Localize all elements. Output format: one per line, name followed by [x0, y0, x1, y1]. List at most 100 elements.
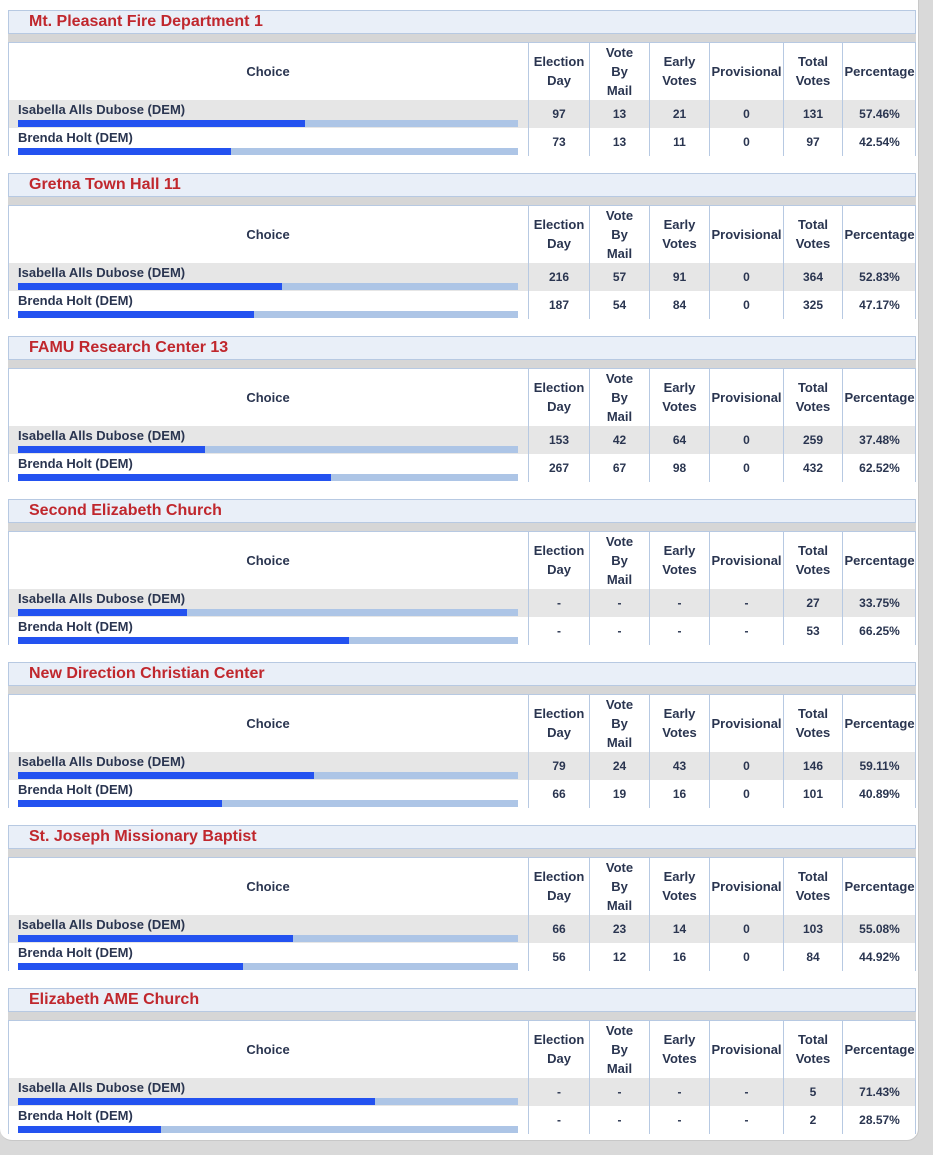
column-header-text: Election Day [533, 543, 585, 577]
vote-count: - [528, 1106, 589, 1134]
column-header: Vote By Mail [589, 531, 649, 589]
vote-count: 91 [649, 263, 709, 291]
column-header-text: Total Votes [795, 869, 831, 903]
column-header: Choice [8, 368, 528, 426]
column-header-text: Choice [246, 389, 290, 405]
column-header-text: Election Day [533, 1032, 585, 1066]
column-header-text: Vote By Mail [605, 696, 634, 750]
column-header-text: Total Votes [795, 1032, 831, 1066]
column-header: Total Votes [783, 368, 842, 426]
vote-count: - [589, 617, 649, 645]
vote-count: 23 [589, 915, 649, 943]
column-header-text: Vote By Mail [605, 859, 634, 913]
column-header-text: Provisional [711, 715, 782, 731]
column-header: Total Votes [783, 1020, 842, 1078]
block-title: New Direction Christian Center [8, 662, 916, 686]
vote-count: 84 [783, 943, 842, 971]
vote-count: - [649, 1078, 709, 1106]
percentage-text: 47.17% [842, 291, 916, 319]
column-header-text: Choice [246, 878, 290, 894]
bar-track [18, 148, 518, 155]
choice-name: Brenda Holt (DEM) [18, 782, 133, 797]
column-header-text: Percentage [844, 226, 915, 242]
choice-name: Brenda Holt (DEM) [18, 1108, 133, 1123]
vote-count: 0 [709, 100, 783, 128]
column-header-text: Provisional [711, 1041, 782, 1057]
separator-strip [8, 849, 916, 857]
vote-count: 0 [709, 454, 783, 482]
column-header-text: Choice [246, 226, 290, 242]
column-header-text: Percentage [844, 63, 915, 79]
column-header-text: Total Votes [795, 217, 831, 251]
vote-count: 43 [649, 752, 709, 780]
column-header: Early Votes [649, 1020, 709, 1078]
vote-count: - [528, 589, 589, 617]
vote-count: 153 [528, 426, 589, 454]
bar-track [18, 446, 518, 453]
column-header-text: Percentage [844, 552, 915, 568]
choice-name: Brenda Holt (DEM) [18, 945, 133, 960]
vote-count: - [589, 589, 649, 617]
column-header-text: Provisional [711, 63, 782, 79]
vote-count: 79 [528, 752, 589, 780]
column-header: Vote By Mail [589, 857, 649, 915]
vote-count: 97 [783, 128, 842, 156]
column-header: Early Votes [649, 205, 709, 263]
column-header: Total Votes [783, 531, 842, 589]
column-header-text: Early Votes [662, 706, 697, 740]
column-header-text: Choice [246, 1041, 290, 1057]
column-header: Early Votes [649, 531, 709, 589]
column-header-text: Total Votes [795, 380, 831, 414]
column-header: Election Day [528, 531, 589, 589]
percentage-bar [18, 1098, 376, 1105]
percentage-bar [18, 637, 350, 644]
percentage-bar [18, 609, 187, 616]
column-header: Early Votes [649, 694, 709, 752]
column-header: Percentage [842, 531, 916, 589]
block-title: Elizabeth AME Church [8, 988, 916, 1012]
column-header-text: Early Votes [662, 1032, 697, 1066]
column-header-text: Total Votes [795, 54, 831, 88]
column-header-text: Early Votes [662, 54, 697, 88]
column-header-text: Early Votes [662, 869, 697, 903]
percentage-text: 66.25% [842, 617, 916, 645]
vote-count: 216 [528, 263, 589, 291]
column-header-text: Election Day [533, 706, 585, 740]
column-header: Choice [8, 694, 528, 752]
vote-count: - [709, 1078, 783, 1106]
column-header: Election Day [528, 205, 589, 263]
vote-count: 66 [528, 780, 589, 808]
column-header-text: Early Votes [662, 543, 697, 577]
column-header-text: Early Votes [662, 217, 697, 251]
column-header-text: Vote By Mail [605, 44, 634, 98]
vote-count: - [589, 1106, 649, 1134]
column-header-text: Election Day [533, 217, 585, 251]
column-header: Percentage [842, 857, 916, 915]
column-header-text: Vote By Mail [605, 207, 634, 261]
choice-name: Isabella Alls Dubose (DEM) [18, 265, 186, 280]
column-header-text: Percentage [844, 389, 915, 405]
column-header: Provisional [709, 368, 783, 426]
choice-name: Isabella Alls Dubose (DEM) [18, 754, 186, 769]
column-header: Percentage [842, 368, 916, 426]
vote-count: 101 [783, 780, 842, 808]
vote-count: 67 [589, 454, 649, 482]
vote-count: 53 [783, 617, 842, 645]
column-header: Early Votes [649, 857, 709, 915]
column-header: Early Votes [649, 42, 709, 100]
column-header: Choice [8, 42, 528, 100]
percentage-text: 40.89% [842, 780, 916, 808]
vote-count: 103 [783, 915, 842, 943]
percentage-bar [18, 283, 283, 290]
vote-count: 0 [709, 943, 783, 971]
column-header-text: Vote By Mail [605, 370, 634, 424]
column-header: Choice [8, 531, 528, 589]
bar-track [18, 311, 518, 318]
column-header-text: Provisional [711, 552, 782, 568]
column-header: Provisional [709, 531, 783, 589]
percentage-text: 42.54% [842, 128, 916, 156]
vote-count: 259 [783, 426, 842, 454]
column-header: Percentage [842, 1020, 916, 1078]
column-header-text: Total Votes [795, 543, 831, 577]
percentage-bar [18, 772, 314, 779]
